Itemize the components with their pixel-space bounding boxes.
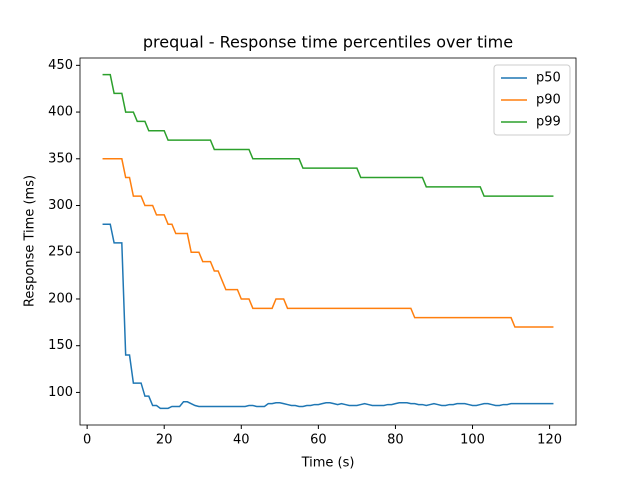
y-tick-label: 250 (48, 245, 73, 260)
legend-label: p99 (536, 115, 561, 130)
x-tick-label: 40 (233, 433, 250, 448)
legend-label: p50 (536, 71, 561, 86)
series-line (102, 223, 554, 410)
legend-box (493, 64, 571, 136)
chart-title: prequal - Response time percentiles over… (143, 33, 513, 52)
plot-frame (79, 57, 577, 426)
series-line (102, 73, 554, 197)
y-tick-label: 450 (48, 58, 73, 73)
x-tick-label: 80 (387, 433, 404, 448)
x-tick-label: 60 (310, 433, 327, 448)
y-tick-label: 300 (48, 198, 73, 213)
x-tick-label: 0 (83, 433, 91, 448)
y-tick-label: 200 (48, 291, 73, 306)
x-tick-label: 20 (156, 433, 173, 448)
y-axis-label: Response Time (ms) (23, 175, 38, 307)
x-tick-label: 120 (537, 433, 562, 448)
y-tick-label: 100 (48, 385, 73, 400)
x-tick-label: 100 (460, 433, 485, 448)
y-tick-label: 350 (48, 151, 73, 166)
series-line (102, 158, 554, 328)
y-tick-label: 400 (48, 105, 73, 120)
legend-label: p90 (536, 93, 561, 108)
y-tick-label: 150 (48, 338, 73, 353)
x-axis-label: Time (s) (301, 456, 355, 471)
